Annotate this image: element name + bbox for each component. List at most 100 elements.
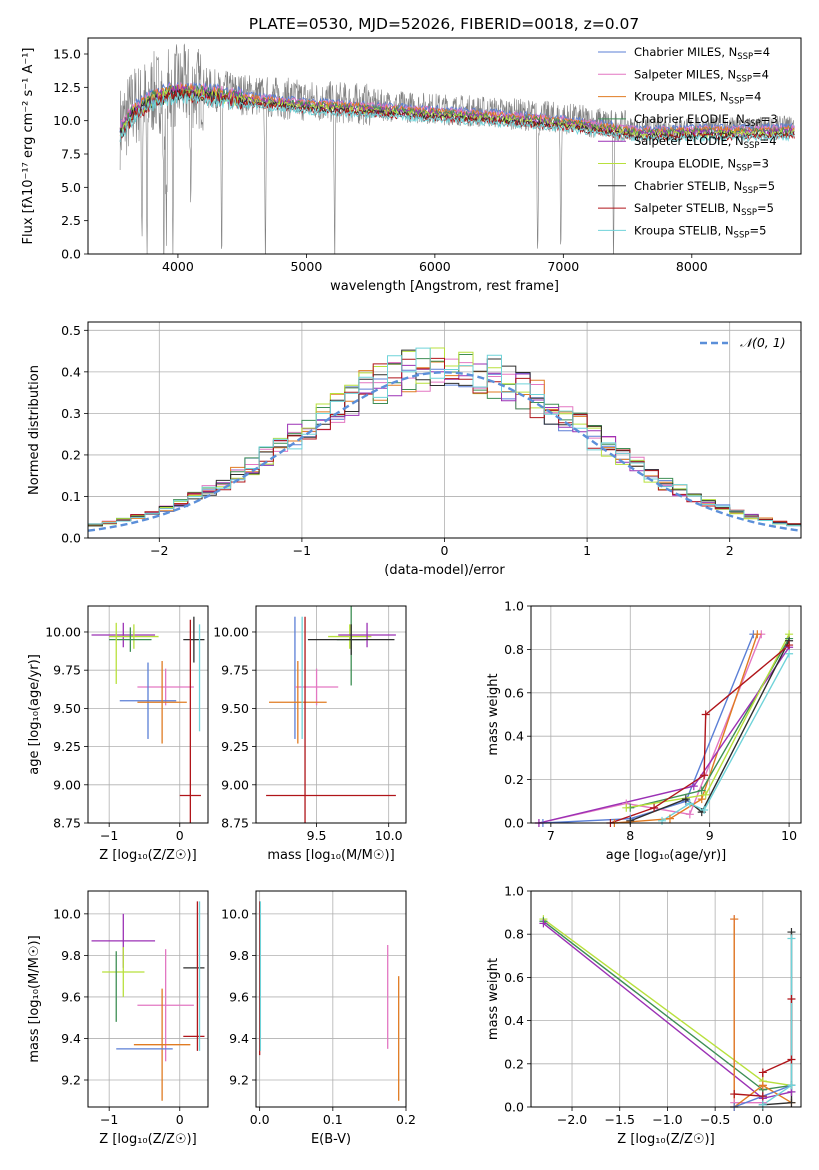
x-tick-label: 8 [626, 828, 634, 843]
weight-line-chabrier-miles [542, 633, 755, 823]
plot-area [91, 616, 205, 823]
x-axis-label: (data-model)/error [384, 563, 505, 578]
weight-marker-chabrier-elodie [697, 786, 706, 795]
legend-label-count: =4 [760, 134, 777, 148]
y-tick-label: 0.5 [61, 323, 81, 338]
normal-reference-curve [88, 371, 801, 532]
age-vs-mass-panel: 9.5 10.0 8.75 9.00 9.25 9.50 9.75 10.00 mass [lo… [213, 605, 407, 863]
legend-label-main: Salpeter STELIB, N [634, 201, 741, 215]
y-tick-label: 9.25 [221, 739, 249, 754]
weight-marker-salpeter-stelib [650, 803, 659, 812]
legend-label-main: Salpeter ELODIE, N [634, 134, 744, 148]
x-tick-label: 0.0 [250, 1112, 270, 1127]
weight-vs-age-panel: 7 8 9 10 0.0 0.2 0.4 0.6 0.8 1.0 age [log₁₀(age/yr… [486, 599, 802, 863]
weight-marker-salpeter-stelib [758, 1092, 767, 1101]
weight-marker-salpeter-miles [685, 810, 694, 819]
y-tick-label: 0.0 [504, 816, 524, 831]
y-tick-label: 8.75 [53, 816, 81, 831]
y-tick-label: 10.0 [221, 906, 249, 921]
legend-label-salpeter-elodie: Salpeter ELODIE, NSSP=4 [634, 134, 777, 151]
legend-label-count: =5 [758, 179, 775, 193]
y-tick-label: 5.0 [61, 180, 81, 195]
legend-label-kroupa-miles: Kroupa MILES, NSSP=4 [634, 90, 761, 107]
axes-frame [87, 321, 802, 539]
y-tick-label: 1.0 [504, 599, 524, 614]
legend-label-chabrier-stelib: Chabrier STELIB, NSSP=5 [634, 179, 775, 196]
y-tick-label: 0.8 [504, 927, 524, 942]
y-tick-label: 0.0 [504, 1100, 524, 1115]
y-tick-label: 9.6 [61, 989, 81, 1004]
y-tick-label: 12.5 [53, 80, 81, 95]
y-tick-label: 0.8 [504, 642, 524, 657]
weight-marker-salpeter-elodie [539, 919, 548, 928]
legend-label-kroupa-elodie: Kroupa ELODIE, NSSP=3 [634, 157, 769, 174]
weight-marker-kroupa-stelib [685, 799, 694, 808]
y-tick-label: 9.2 [229, 1073, 249, 1088]
weight-marker-salpeter-stelib [730, 1090, 739, 1099]
weight-line-chabrier-stelib [762, 932, 793, 1106]
histogram-kroupa-elodie [88, 347, 801, 527]
x-tick-label: 0.1 [323, 1112, 343, 1127]
axis-ticks: 0.0 0.1 0.2 9.2 9.4 9.6 9.8 10.0 [221, 891, 416, 1127]
model-spectrum-salpeter-stelib [119, 89, 795, 142]
legend-label-salpeter-miles: Salpeter MILES, NSSP=4 [634, 67, 769, 84]
y-tick-label: 0.4 [61, 364, 81, 379]
x-tick-label: 4000 [162, 259, 194, 274]
weight-line-salpeter-miles [733, 919, 764, 1104]
legend-label-count: =5 [757, 201, 774, 215]
weight-marker-kroupa-elodie [622, 803, 631, 812]
y-tick-label: 0.2 [504, 772, 524, 787]
weight-vs-metallicity-panel: −2.0 −1.5 −1.0 −0.5 0.0 0.0 0.2 0.4 0.6 0.8 1.0 Z [… [486, 884, 802, 1147]
axis-ticks: −1 0 8.75 9.00 9.25 9.50 9.75 10.00 [45, 606, 208, 843]
weight-line-salpeter-elodie [538, 646, 790, 823]
histogram-kroupa-stelib [88, 347, 801, 527]
x-tick-label: 9 [706, 828, 714, 843]
y-tick-label: 9.6 [229, 989, 249, 1004]
x-tick-label: 0.0 [753, 1112, 773, 1127]
x-tick-label: 7 [547, 828, 555, 843]
y-tick-label: 0.1 [61, 489, 81, 504]
axes-frame [87, 37, 802, 255]
weight-line-kroupa-miles [614, 633, 758, 823]
axis-ticks: 9.5 10.0 8.75 9.00 9.25 9.50 9.75 10.00 [213, 606, 406, 843]
legend-label-count: =3 [761, 112, 778, 126]
legend-label-main: Kroupa ELODIE, N [634, 157, 736, 171]
weight-line-kroupa-stelib [661, 653, 790, 822]
x-tick-label: 0 [176, 1112, 184, 1127]
mass-vs-metallicity-panel: −1 0 9.2 9.4 9.6 9.8 10.0 Z [log₁₀(Z/Z☉)] mass [… [27, 890, 209, 1147]
weight-marker-salpeter-stelib [701, 710, 710, 719]
y-tick-label: 0.2 [504, 1056, 524, 1071]
x-axis-label: Z [log₁₀(Z/Z☉)] [99, 1132, 196, 1147]
y-axis-label: Flux [fλ10⁻¹⁷ erg cm⁻² s⁻¹ A⁻¹] [21, 48, 36, 245]
y-tick-label: 9.50 [53, 701, 81, 716]
weight-marker-kroupa-miles [697, 795, 706, 804]
weight-marker-salpeter-stelib [700, 771, 709, 780]
y-tick-label: 0.0 [61, 531, 81, 546]
y-tick-label: 0.0 [61, 247, 81, 262]
weight-marker-kroupa-stelib [787, 934, 796, 943]
axes-frame [530, 605, 802, 824]
legend-label-subscript: SSP [745, 119, 761, 129]
weight-marker-kroupa-elodie [701, 790, 710, 799]
legend-label-count: =4 [744, 90, 761, 104]
x-tick-label: −1 [293, 543, 311, 558]
x-tick-label: 2 [726, 543, 734, 558]
axes-frame [87, 890, 209, 1108]
axes-frame [87, 605, 209, 824]
y-tick-label: 0.4 [504, 729, 524, 744]
legend-label-subscript: SSP [736, 164, 752, 174]
weight-marker-kroupa-stelib [658, 816, 667, 825]
y-axis-label: mass weight [486, 673, 501, 755]
legend-label-salpeter-stelib: Salpeter STELIB, NSSP=5 [634, 201, 774, 218]
weight-marker-kroupa-miles [665, 814, 674, 823]
weight-marker-kroupa-miles [753, 630, 762, 639]
weight-line-salpeter-miles [538, 633, 762, 823]
model-spectrum-salpeter-miles [119, 82, 795, 135]
x-tick-label: 0.2 [396, 1112, 416, 1127]
weight-marker-salpeter-stelib [785, 641, 794, 650]
y-tick-label: 9.8 [61, 948, 81, 963]
axes-frame [255, 890, 407, 1108]
legend-label-subscript: SSP [729, 97, 745, 107]
legend-label-subscript: SSP [736, 74, 752, 84]
weight-marker-salpeter-stelib [787, 995, 796, 1003]
